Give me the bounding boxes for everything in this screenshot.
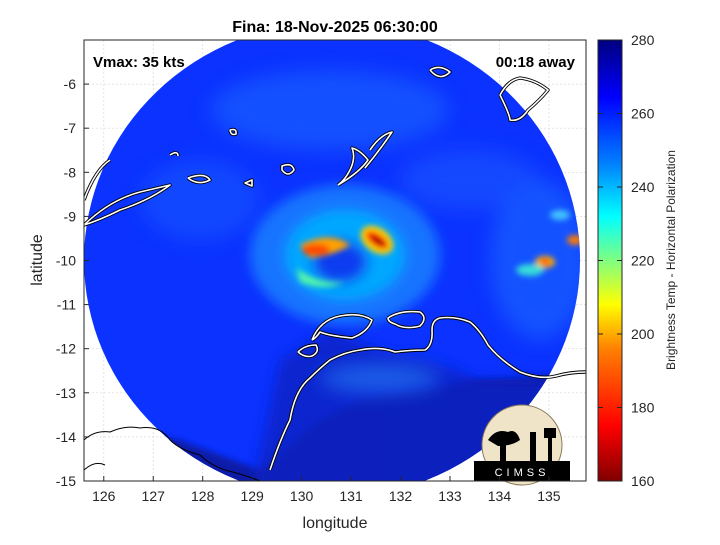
x-tick-label: 127 — [142, 488, 166, 504]
y-tick-label: -12 — [56, 341, 76, 357]
y-axis: -6 -7 -8 -9 -10 -11 -12 -13 -14 -15 — [56, 76, 89, 489]
colorbar-tick-label: 260 — [631, 106, 655, 122]
x-axis-label: longitude — [303, 515, 368, 532]
cimss-logo: CIMSS — [474, 404, 570, 486]
x-tick-label: 134 — [488, 488, 512, 504]
x-tick-label: 128 — [191, 488, 215, 504]
y-tick-label: -7 — [64, 120, 77, 136]
y-tick-label: -15 — [56, 473, 76, 489]
y-tick-label: -9 — [64, 208, 77, 224]
coastlines — [84, 65, 586, 481]
cloud-streaks — [140, 70, 580, 392]
x-tick-label: 130 — [290, 488, 314, 504]
colorbar-tick-label: 220 — [631, 253, 655, 269]
colorbar-tick-label: 160 — [631, 473, 655, 489]
y-tick-label: -13 — [56, 385, 76, 401]
x-tick-label: 129 — [240, 488, 264, 504]
vmax-annotation: Vmax: 35 kts — [93, 54, 185, 71]
coastline-outside-disk — [84, 426, 261, 481]
time-away-annotation: 00:18 away — [496, 54, 576, 71]
logo-tower-icon — [544, 428, 556, 438]
storm-structure — [250, 185, 440, 325]
x-tick-label: 135 — [537, 488, 561, 504]
y-tick-label: -8 — [64, 164, 77, 180]
x-tick-label: 132 — [389, 488, 413, 504]
colorbar-label: Brightness Temp - Horizontal Polarizatio… — [664, 150, 678, 370]
x-axis: 126 127 128 129 130 131 132 133 134 135 — [92, 476, 561, 504]
y-tick-label: -10 — [56, 253, 76, 269]
coastline-white — [84, 66, 586, 471]
y-tick-label: -11 — [57, 297, 76, 313]
colorbar-tick-label: 180 — [631, 400, 655, 416]
y-tick-label: -14 — [56, 429, 76, 445]
chart-title: Fina: 18-Nov-2025 06:30:00 — [232, 19, 438, 36]
x-tick-label: 131 — [339, 488, 363, 504]
colorbar-tick-label: 200 — [631, 326, 655, 342]
logo-dish-icon — [488, 431, 520, 446]
eyewall-convection — [296, 225, 394, 287]
colorbar-tick-label: 280 — [631, 32, 655, 48]
colorbar-ticks: 280 260 240 220 200 180 160 — [598, 32, 655, 489]
x-tick-label: 133 — [438, 488, 462, 504]
y-axis-label: latitude — [29, 234, 46, 286]
outer-rainband — [516, 210, 580, 276]
x-tick-label: 126 — [92, 488, 116, 504]
colorbar-tick-label: 240 — [631, 179, 655, 195]
logo-text: CIMSS — [495, 467, 550, 479]
y-tick-label: -6 — [64, 76, 77, 92]
